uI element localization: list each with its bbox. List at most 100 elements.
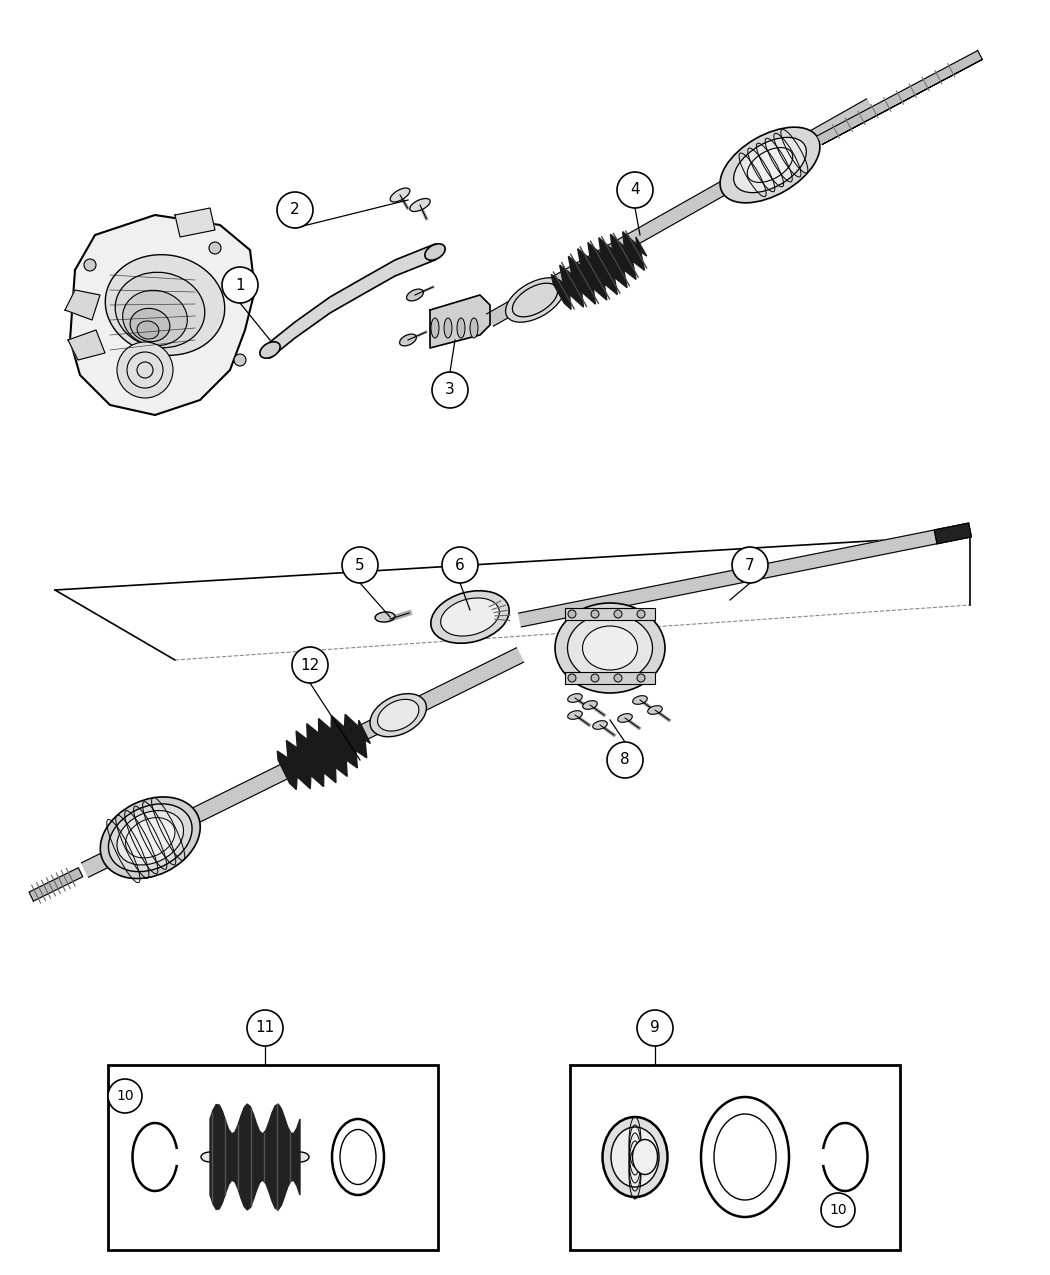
Ellipse shape [391, 187, 410, 201]
Ellipse shape [720, 128, 820, 203]
Ellipse shape [332, 1119, 384, 1195]
Bar [565, 672, 655, 683]
Polygon shape [68, 330, 105, 360]
Text: 5: 5 [355, 557, 364, 572]
Ellipse shape [430, 590, 509, 644]
Circle shape [117, 342, 173, 398]
Circle shape [591, 609, 598, 618]
Ellipse shape [734, 138, 806, 193]
Circle shape [108, 1079, 142, 1113]
Ellipse shape [583, 626, 637, 669]
Polygon shape [486, 99, 874, 326]
Ellipse shape [400, 334, 417, 346]
Ellipse shape [701, 1096, 789, 1218]
Ellipse shape [603, 1117, 668, 1197]
Ellipse shape [116, 273, 205, 348]
Ellipse shape [444, 317, 452, 338]
Circle shape [568, 609, 576, 618]
Ellipse shape [101, 797, 201, 878]
Polygon shape [175, 208, 215, 237]
Polygon shape [82, 648, 524, 877]
Circle shape [84, 259, 96, 272]
Ellipse shape [430, 317, 439, 338]
Polygon shape [818, 51, 983, 144]
Bar [108, 1065, 438, 1250]
Ellipse shape [555, 603, 665, 694]
Ellipse shape [512, 283, 558, 316]
Ellipse shape [378, 700, 419, 731]
Polygon shape [270, 244, 435, 358]
Ellipse shape [410, 199, 430, 212]
Ellipse shape [273, 1150, 291, 1164]
Ellipse shape [130, 309, 170, 342]
Ellipse shape [617, 714, 632, 723]
Circle shape [234, 354, 246, 366]
Ellipse shape [370, 694, 426, 737]
Polygon shape [70, 215, 255, 414]
Ellipse shape [123, 291, 187, 346]
Circle shape [591, 674, 598, 682]
Circle shape [277, 193, 313, 228]
Ellipse shape [470, 317, 478, 338]
Ellipse shape [105, 255, 225, 356]
Bar [565, 608, 655, 620]
Ellipse shape [219, 1150, 237, 1164]
Text: 1: 1 [235, 278, 245, 292]
Polygon shape [277, 714, 371, 789]
Circle shape [222, 266, 258, 303]
Polygon shape [551, 232, 647, 310]
Text: 10: 10 [830, 1204, 846, 1218]
Circle shape [136, 362, 153, 377]
Circle shape [209, 242, 220, 254]
Ellipse shape [441, 598, 500, 636]
Text: 3: 3 [445, 382, 455, 398]
Circle shape [432, 372, 468, 408]
Ellipse shape [108, 803, 192, 872]
Circle shape [247, 1010, 284, 1046]
Circle shape [617, 172, 653, 208]
Circle shape [292, 646, 328, 683]
Ellipse shape [255, 1139, 273, 1176]
Text: 6: 6 [455, 557, 465, 572]
Ellipse shape [117, 811, 184, 864]
Polygon shape [65, 289, 100, 320]
Ellipse shape [648, 705, 663, 714]
Text: 11: 11 [255, 1020, 275, 1035]
Ellipse shape [583, 701, 597, 709]
Ellipse shape [748, 148, 793, 182]
Circle shape [614, 674, 622, 682]
Polygon shape [519, 523, 971, 627]
Circle shape [568, 674, 576, 682]
Text: 10: 10 [117, 1089, 133, 1103]
Ellipse shape [505, 278, 565, 323]
Ellipse shape [714, 1114, 776, 1200]
Circle shape [637, 674, 645, 682]
Ellipse shape [406, 289, 423, 301]
Ellipse shape [568, 694, 583, 703]
Circle shape [342, 547, 378, 583]
Text: 8: 8 [621, 752, 630, 768]
Circle shape [821, 1193, 855, 1227]
Ellipse shape [425, 244, 445, 260]
Ellipse shape [126, 817, 175, 858]
Circle shape [607, 742, 643, 778]
Ellipse shape [592, 720, 607, 729]
Ellipse shape [340, 1130, 376, 1184]
Polygon shape [29, 868, 83, 901]
Text: 7: 7 [746, 557, 755, 572]
Text: 12: 12 [300, 658, 319, 672]
Circle shape [127, 352, 163, 388]
Circle shape [637, 1010, 673, 1046]
Ellipse shape [375, 612, 395, 622]
Ellipse shape [138, 321, 159, 339]
Circle shape [732, 547, 768, 583]
Ellipse shape [201, 1153, 219, 1162]
Ellipse shape [567, 615, 652, 682]
Ellipse shape [291, 1153, 309, 1162]
Circle shape [614, 609, 622, 618]
Text: 9: 9 [650, 1020, 659, 1035]
Polygon shape [430, 295, 490, 348]
Ellipse shape [632, 1140, 657, 1174]
Circle shape [637, 609, 645, 618]
Polygon shape [210, 1104, 300, 1210]
